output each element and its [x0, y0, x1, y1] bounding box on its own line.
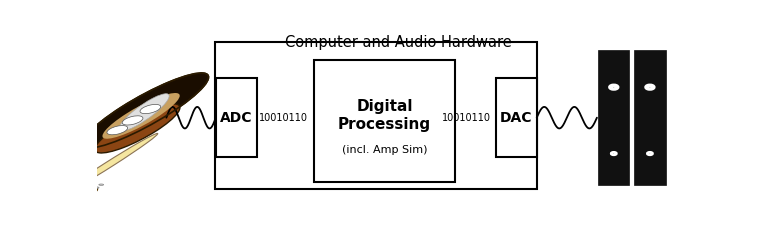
Ellipse shape	[610, 85, 618, 89]
FancyBboxPatch shape	[634, 50, 666, 185]
Ellipse shape	[122, 116, 143, 125]
Ellipse shape	[94, 187, 99, 188]
Text: DAC: DAC	[500, 111, 532, 125]
FancyBboxPatch shape	[496, 78, 537, 157]
Text: Processing: Processing	[338, 117, 431, 132]
Text: Digital: Digital	[357, 99, 413, 114]
Ellipse shape	[613, 153, 615, 154]
Ellipse shape	[140, 104, 161, 114]
Ellipse shape	[612, 86, 615, 88]
Ellipse shape	[649, 153, 651, 154]
Ellipse shape	[107, 126, 127, 135]
FancyBboxPatch shape	[314, 60, 455, 182]
FancyBboxPatch shape	[598, 50, 629, 185]
Text: 10010110: 10010110	[442, 113, 491, 123]
FancyBboxPatch shape	[216, 78, 256, 157]
Ellipse shape	[95, 104, 180, 153]
Ellipse shape	[119, 94, 169, 131]
Ellipse shape	[611, 152, 616, 155]
Ellipse shape	[120, 104, 162, 128]
Ellipse shape	[646, 85, 653, 89]
Ellipse shape	[82, 73, 208, 148]
Ellipse shape	[649, 86, 651, 88]
Ellipse shape	[647, 152, 653, 155]
FancyBboxPatch shape	[214, 42, 537, 189]
Text: ADC: ADC	[220, 111, 253, 125]
Text: (incl. Amp Sim): (incl. Amp Sim)	[342, 145, 427, 155]
Ellipse shape	[99, 184, 103, 185]
Text: Computer and Audio Hardware: Computer and Audio Hardware	[285, 35, 511, 50]
Ellipse shape	[75, 187, 98, 198]
Ellipse shape	[61, 134, 158, 195]
Ellipse shape	[103, 93, 179, 139]
Text: 10010110: 10010110	[260, 113, 308, 123]
Ellipse shape	[89, 190, 95, 191]
